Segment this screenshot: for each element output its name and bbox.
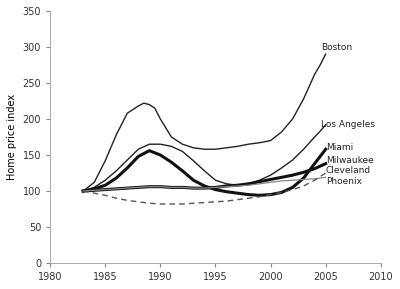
Text: Boston: Boston [321,43,352,52]
Text: Los Angeles: Los Angeles [321,120,375,129]
Text: Phoenix: Phoenix [326,177,362,186]
Text: Milwaukee: Milwaukee [326,155,373,164]
Text: Cleveland: Cleveland [326,166,371,175]
Y-axis label: Home price index: Home price index [7,94,17,180]
Text: Miami: Miami [326,143,353,152]
